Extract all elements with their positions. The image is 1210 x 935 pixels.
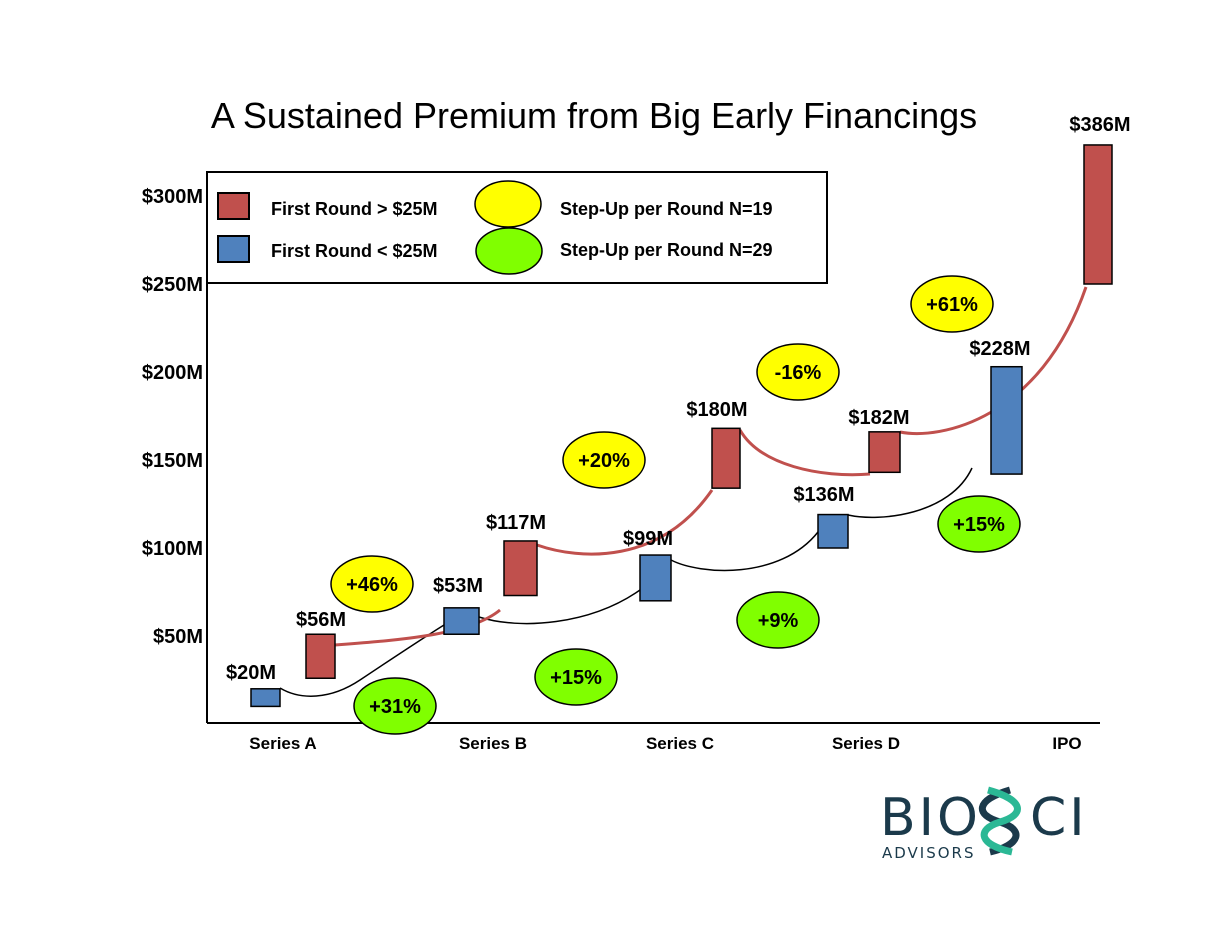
- bar: [305, 633, 336, 679]
- bar-value-label: $56M: [296, 609, 346, 631]
- step-up-label: +15%: [550, 667, 602, 689]
- step-up-label: +15%: [953, 514, 1005, 536]
- bar: [639, 554, 672, 602]
- step-up-label: +46%: [346, 574, 398, 596]
- bar-value-label: $99M: [623, 528, 673, 550]
- logo-text: BIO: [880, 788, 981, 848]
- step-up-label: +9%: [758, 610, 799, 632]
- y-tick-label: $200M: [142, 362, 203, 384]
- legend-swatch-yellow: [474, 180, 542, 228]
- step-up-ellipse: [736, 591, 820, 649]
- step-up-ellipse: [353, 677, 437, 735]
- bar: [443, 607, 480, 635]
- bar: [990, 365, 1023, 475]
- bar-value-label: $117M: [486, 512, 546, 534]
- legend-label: First Round > $25M: [271, 199, 438, 219]
- y-tick-label: $300M: [142, 186, 203, 208]
- step-up-ellipse: [910, 275, 994, 333]
- red-curve-b-c: [536, 489, 714, 556]
- step-up-label: -16%: [775, 362, 822, 384]
- bar: [250, 688, 281, 708]
- legend-label: First Round < $25M: [271, 241, 438, 261]
- red-curve-c-d: [738, 429, 871, 477]
- x-tick-label: Series A: [249, 734, 316, 753]
- y-tick-label: $150M: [142, 450, 203, 472]
- legend-swatch-blue: [217, 235, 250, 263]
- x-tick-label: Series C: [646, 734, 714, 753]
- blue-curve-d-ipo: [847, 467, 973, 519]
- blue-curve-a-b: [279, 624, 445, 697]
- biosci-logo: BIO CI ADVISORS: [880, 786, 1088, 862]
- logo-subtext: ADVISORS: [882, 844, 976, 862]
- step-up-ellipse: [562, 431, 646, 489]
- step-up-ellipse: [756, 343, 840, 401]
- chart-title: A Sustained Premium from Big Early Finan…: [211, 95, 977, 136]
- legend: First Round > $25M First Round < $25M St…: [206, 171, 828, 284]
- x-tick-label: Series D: [832, 734, 900, 753]
- bar-value-label: $20M: [226, 662, 276, 684]
- logo-text: CI: [1030, 788, 1088, 848]
- y-tick-label: $50M: [153, 626, 203, 648]
- legend-swatch-green: [475, 227, 543, 275]
- blue-curve-c-d: [670, 531, 819, 572]
- legend-label: Step-Up per Round N=19: [560, 199, 773, 219]
- bar: [503, 540, 538, 597]
- x-tick-label: Series B: [459, 734, 527, 753]
- bar-value-label: $53M: [433, 575, 483, 597]
- legend-label: Step-Up per Round N=29: [560, 240, 773, 260]
- bar-value-label: $182M: [848, 407, 909, 429]
- bar-value-label: $386M: [1069, 114, 1130, 136]
- red-curve-a-b: [334, 608, 501, 647]
- legend-swatch-red: [217, 192, 250, 220]
- step-up-ellipse: [534, 648, 618, 706]
- x-tick-label: IPO: [1052, 734, 1081, 753]
- step-up-label: +61%: [926, 294, 978, 316]
- bar: [868, 431, 901, 474]
- bar-value-label: $180M: [686, 399, 747, 421]
- bar: [817, 513, 849, 549]
- blue-curve-b-c: [478, 589, 641, 625]
- step-up-label: +20%: [578, 450, 630, 472]
- bar-value-label: $136M: [793, 484, 854, 506]
- y-tick-label: $100M: [142, 538, 203, 560]
- step-up-ellipse: [330, 555, 414, 613]
- step-up-ellipse: [937, 495, 1021, 553]
- step-up-label: +31%: [369, 696, 421, 718]
- y-tick-label: $250M: [142, 274, 203, 296]
- bar: [711, 427, 741, 489]
- bar: [1083, 144, 1113, 285]
- bar-value-label: $228M: [969, 338, 1030, 360]
